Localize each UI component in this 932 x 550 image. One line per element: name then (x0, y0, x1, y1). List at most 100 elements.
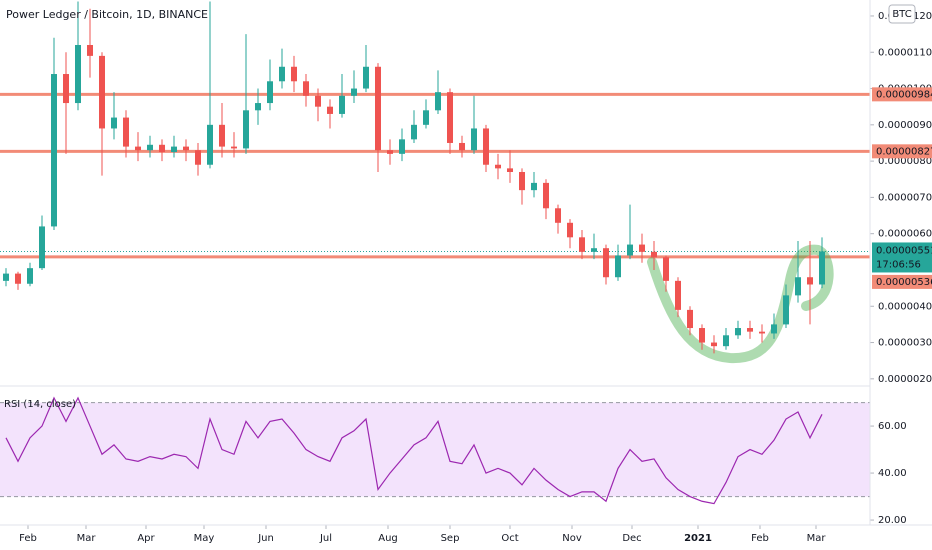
candle-body (3, 273, 9, 281)
candle-body (63, 74, 69, 104)
candle-body (219, 124, 225, 147)
x-tick-label: 2021 (684, 533, 712, 544)
currency-label: BTC (892, 9, 911, 20)
x-tick-label: Mar (77, 533, 97, 544)
candle-body (435, 92, 441, 111)
candle-body (351, 88, 357, 96)
hline-tag: 0.00000984 (876, 89, 932, 100)
candle-body (231, 146, 237, 149)
candle-body (303, 81, 309, 96)
x-tick-label: Mar (807, 533, 827, 544)
last-price-tag-bg (872, 242, 932, 273)
hline-tag: 0.00000536 (876, 277, 932, 288)
hline-tag-bg (872, 87, 932, 102)
last-price-tag: 0.00000551 (876, 245, 932, 256)
x-tick-label: Apr (137, 533, 155, 544)
candle-body (411, 124, 417, 140)
candle-body (291, 66, 297, 82)
x-tick-label: Feb (751, 533, 769, 544)
rsi-tick-label: 20.00 (878, 515, 907, 526)
x-tick-label: Oct (501, 533, 518, 544)
rsi-tick-label: 40.00 (878, 468, 907, 479)
hline-tag-bg (872, 274, 932, 289)
candle-body (747, 328, 753, 332)
candle-body (591, 248, 597, 252)
candle-body (243, 110, 249, 149)
candle-body (543, 182, 549, 209)
candle-body (759, 331, 765, 334)
candle-body (675, 280, 681, 310)
candle-body (27, 268, 33, 284)
candle-body (267, 81, 273, 104)
candle-body (495, 164, 501, 169)
candle-body (603, 248, 609, 278)
candle-body (39, 226, 45, 269)
currency-badge[interactable] (888, 4, 916, 24)
candle-body (555, 208, 561, 223)
candle-body (147, 144, 153, 151)
candle-body (363, 66, 369, 89)
rsi-tick-label: 60.00 (878, 421, 907, 432)
candle-body (207, 124, 213, 165)
chart-title: Power Ledger / Bitcoin, 1D, BINANCE (6, 8, 208, 21)
candle-body (99, 55, 105, 129)
candle-body (375, 66, 381, 151)
candle-body (15, 273, 21, 284)
candle-body (639, 244, 645, 252)
candle-body (795, 277, 801, 296)
rsi-band (0, 402, 870, 497)
candle-body (279, 66, 285, 82)
candle-body (111, 117, 117, 129)
candle-body (195, 150, 201, 165)
x-tick-label: Aug (378, 533, 398, 544)
candle-body (735, 328, 741, 336)
candle-body (123, 117, 129, 147)
hline-tag: 0.00000827 (876, 146, 932, 157)
candle-body (75, 44, 81, 104)
candle-body (159, 144, 165, 153)
candle-body (567, 222, 573, 238)
rsi-title: RSI (14, close) (4, 399, 76, 410)
candle-body (387, 150, 393, 154)
candle-body (87, 44, 93, 56)
candle-body (783, 295, 789, 325)
hline-tag-bg (872, 144, 932, 159)
candle-body (615, 255, 621, 278)
candle-body (51, 74, 57, 227)
y-tick-label: 0.00001100 (878, 47, 932, 58)
x-tick-label: Jul (319, 533, 332, 544)
x-tick-label: Nov (562, 533, 582, 544)
x-tick-label: Dec (622, 533, 641, 544)
rsi-line (5, 396, 823, 505)
countdown: 17:06:56 (876, 259, 921, 270)
candle-body (423, 110, 429, 125)
candle-body (771, 324, 777, 334)
candle-body (483, 128, 489, 165)
candle-body (579, 237, 585, 252)
candle-body (687, 309, 693, 329)
candle-body (447, 92, 453, 143)
candle-body (531, 182, 537, 191)
x-tick-label: Sep (441, 533, 460, 544)
x-tick-label: May (194, 533, 215, 544)
candle-body (171, 146, 177, 153)
candle-body (519, 171, 525, 191)
x-tick-label: Jun (257, 533, 274, 544)
candle-body (711, 342, 717, 347)
candle-body (135, 146, 141, 151)
candle-body (723, 335, 729, 347)
candle-body (459, 142, 465, 151)
candle-body (399, 139, 405, 154)
candle-body (255, 103, 261, 111)
candle-body (651, 251, 657, 258)
candle-body (471, 128, 477, 151)
candle-body (327, 106, 333, 114)
